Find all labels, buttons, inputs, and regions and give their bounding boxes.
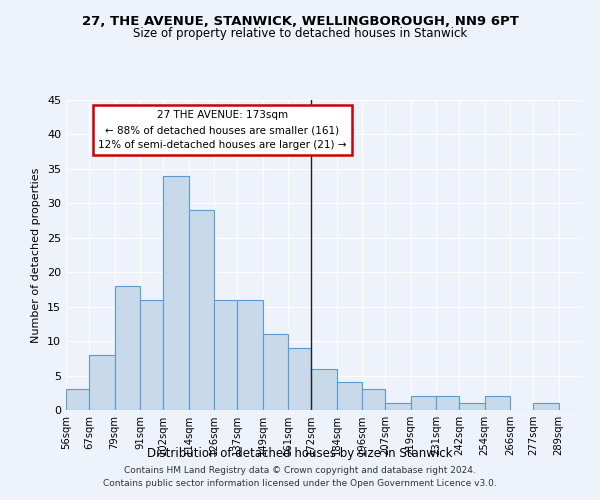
Bar [237,300,263,410]
Bar [115,286,140,410]
Bar [411,396,436,410]
Bar [188,210,214,410]
Bar [214,300,237,410]
Bar [533,403,559,410]
Text: Size of property relative to detached houses in Stanwick: Size of property relative to detached ho… [133,28,467,40]
Bar [337,382,362,410]
Text: 27, THE AVENUE, STANWICK, WELLINGBOROUGH, NN9 6PT: 27, THE AVENUE, STANWICK, WELLINGBOROUGH… [82,15,518,28]
Bar [485,396,510,410]
Bar [89,355,115,410]
Bar [163,176,188,410]
Text: Contains HM Land Registry data © Crown copyright and database right 2024.
Contai: Contains HM Land Registry data © Crown c… [103,466,497,487]
Bar [140,300,163,410]
Bar [385,403,411,410]
Bar [66,390,89,410]
Y-axis label: Number of detached properties: Number of detached properties [31,168,41,342]
Bar [362,390,385,410]
Bar [460,403,485,410]
Text: 27 THE AVENUE: 173sqm
← 88% of detached houses are smaller (161)
12% of semi-det: 27 THE AVENUE: 173sqm ← 88% of detached … [98,110,347,150]
Bar [288,348,311,410]
Bar [436,396,460,410]
Bar [311,368,337,410]
Text: Distribution of detached houses by size in Stanwick: Distribution of detached houses by size … [147,448,453,460]
Bar [263,334,288,410]
